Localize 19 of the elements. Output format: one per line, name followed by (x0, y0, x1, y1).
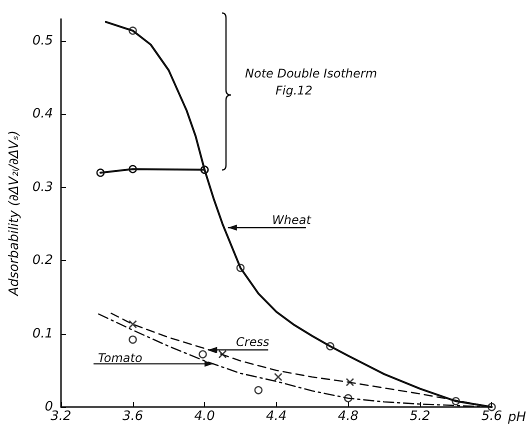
x-tick-label: 3.2 (50, 409, 72, 424)
y-tick-label: 0.4 (32, 106, 53, 122)
y-tick-label: 0.2 (32, 253, 53, 268)
y-tick-label: 0.3 (32, 180, 53, 195)
y-axis-title: Adsorbability (∂ΔV₂ₗ/∂ΔVₛ) (7, 130, 22, 297)
annotation: Tomato (98, 351, 142, 365)
x-tick-label: 4.4 (266, 409, 287, 424)
x-tick-label: 4.8 (338, 409, 358, 424)
x-tick-label: 4.0 (194, 409, 215, 424)
annotation: Wheat (272, 213, 312, 227)
x-tick-label: 5.6 (481, 409, 502, 424)
y-tick-label: 0 (44, 400, 53, 414)
y-tick-label: 0.5 (32, 33, 53, 48)
annotation: Note Double Isotherm Fig.12 (245, 66, 378, 98)
annotation: Cress (236, 335, 270, 349)
y-tick-label: 0.1 (32, 326, 53, 342)
x-tick-label: 3.6 (122, 409, 144, 424)
x-axis-title: pH (506, 410, 526, 425)
x-tick-label: 5.2 (410, 409, 430, 424)
